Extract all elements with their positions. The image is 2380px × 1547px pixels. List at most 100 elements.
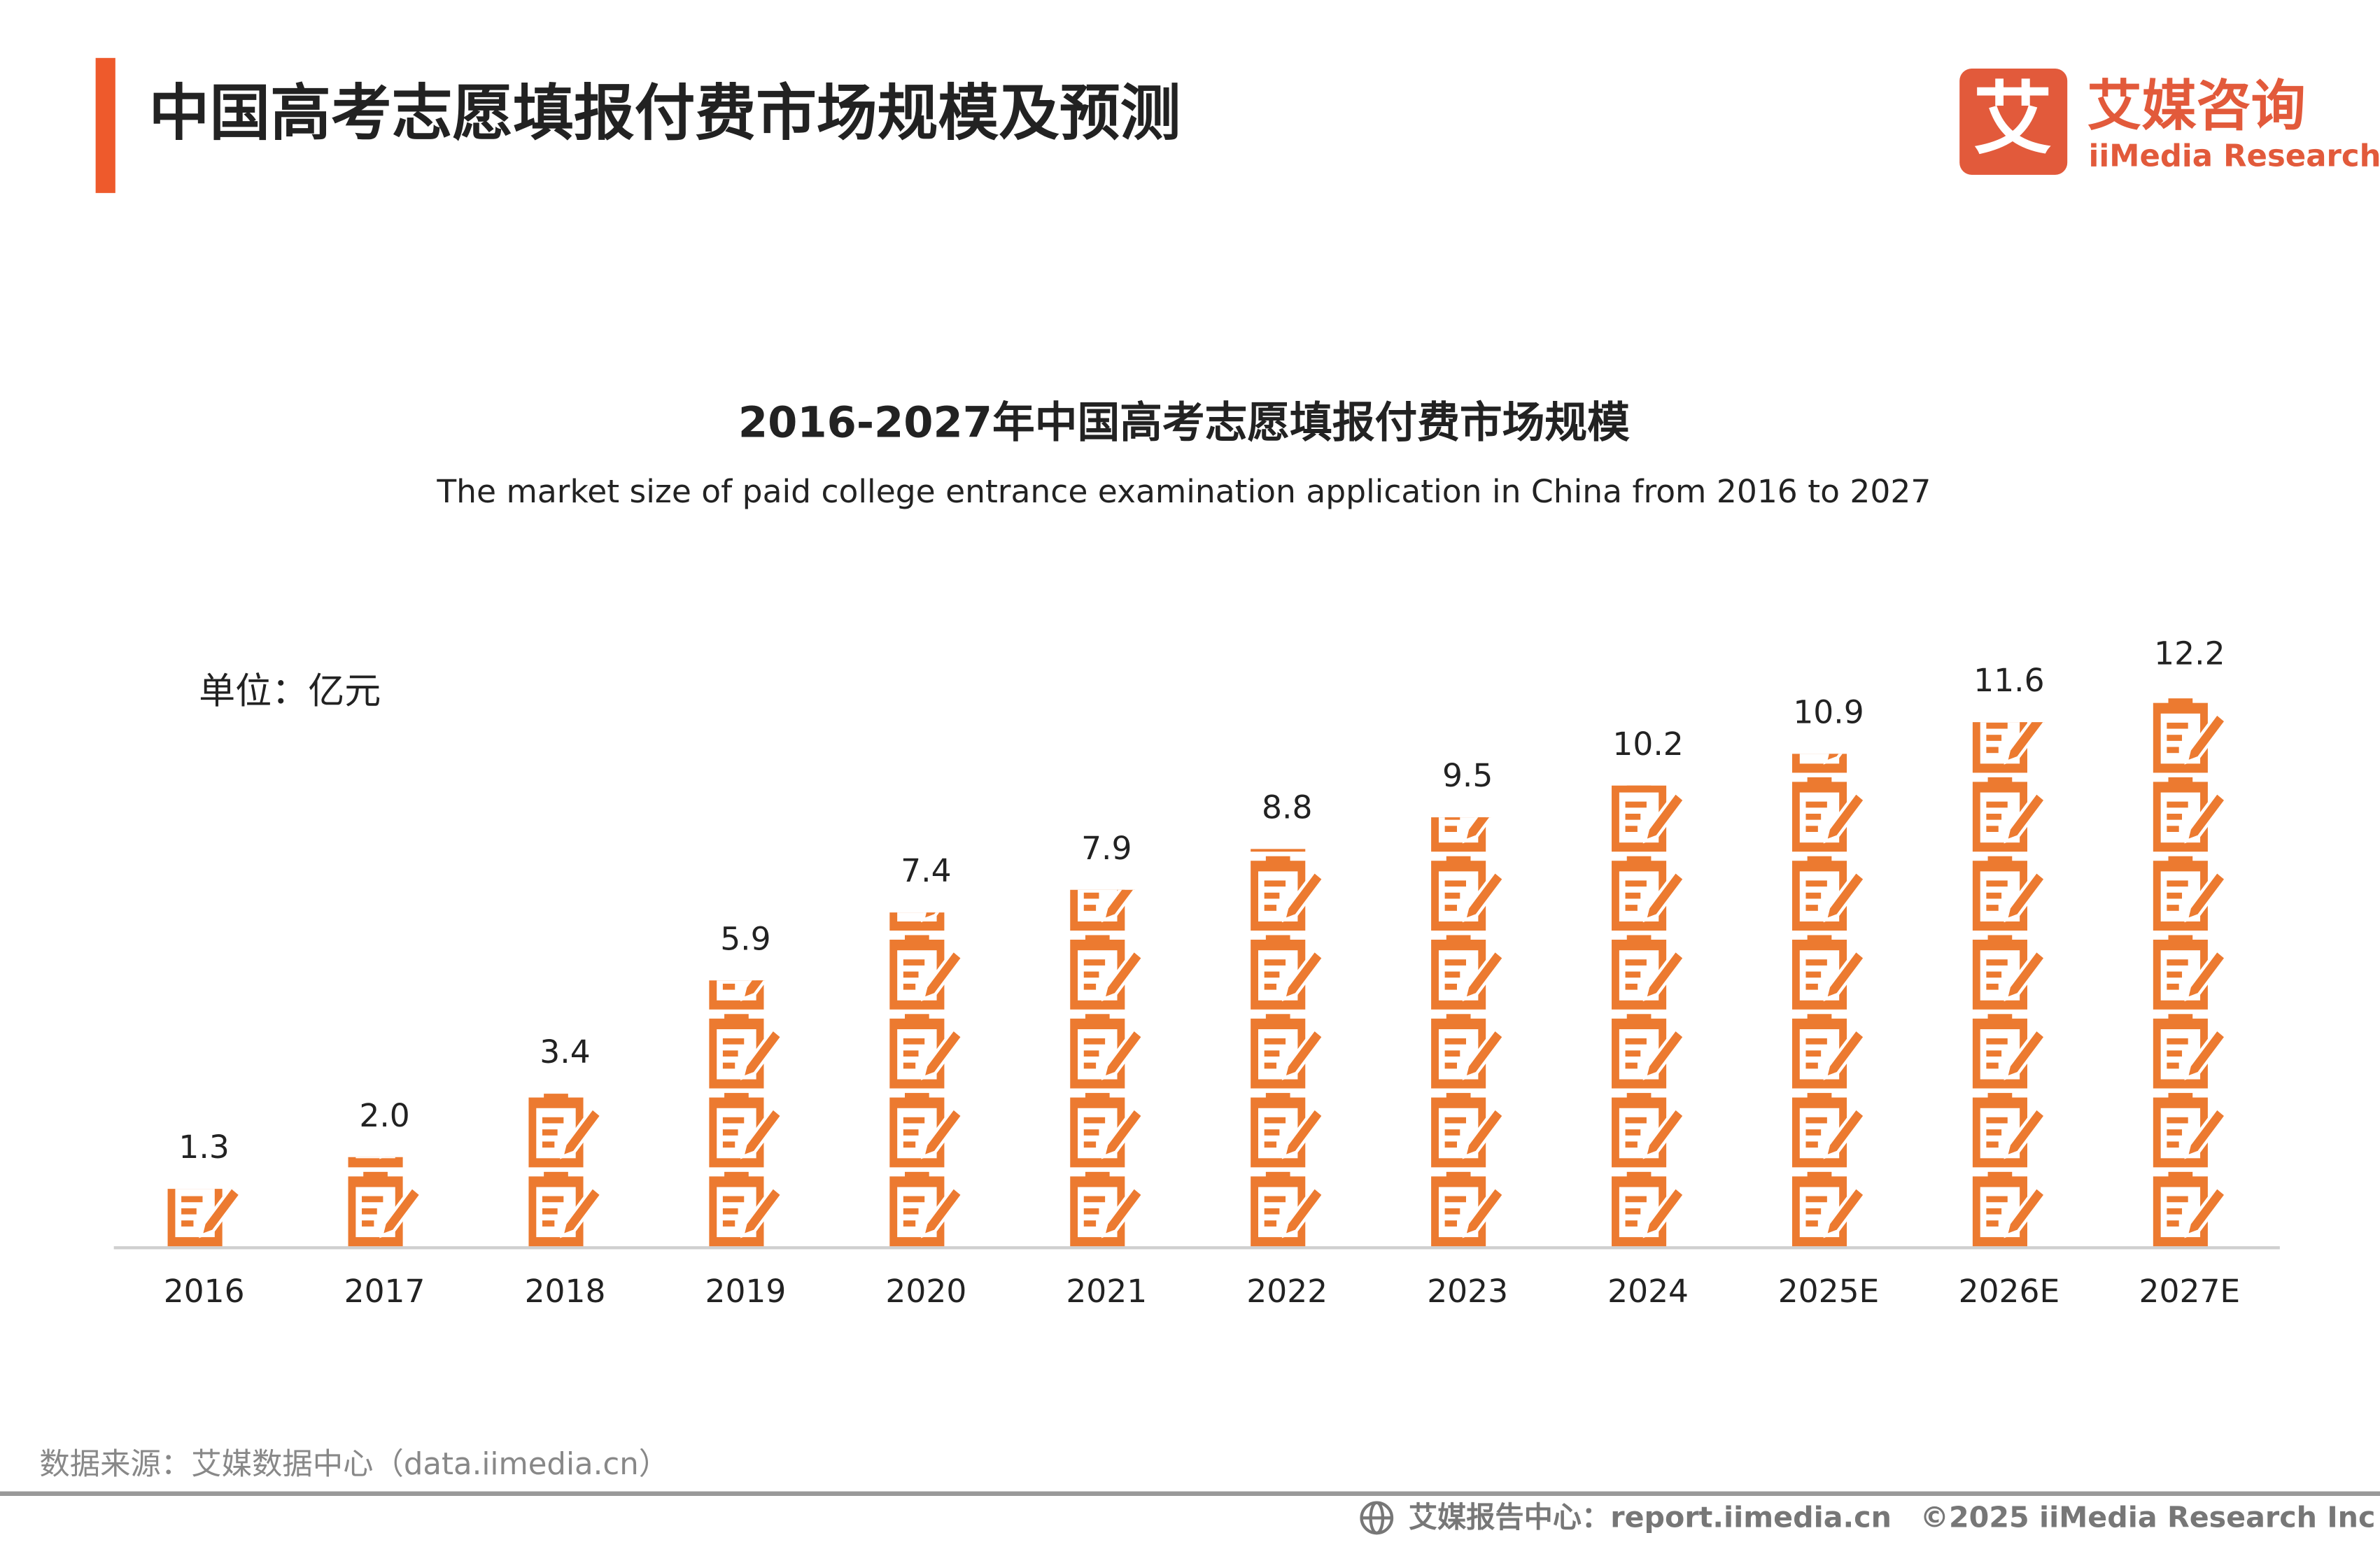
bar-icon	[528, 1093, 601, 1167]
x-tick-label: 2024	[1607, 1273, 1689, 1310]
bar-icon	[1251, 1172, 1323, 1246]
value-label: 9.5	[1442, 757, 1493, 794]
value-label: 7.9	[1081, 830, 1132, 867]
bar-icon	[1070, 935, 1143, 1009]
bar-icon	[1070, 1093, 1143, 1167]
bar	[168, 1172, 241, 1246]
chart-title: 2016-2027年中国高考志愿填报付费市场规模	[738, 398, 1630, 447]
report-site: 艾媒报告中心：report.iimedia.cn	[1409, 1501, 1892, 1534]
bar-icon	[1431, 856, 1504, 931]
bar-icon	[1251, 856, 1323, 931]
logo-cn: 艾媒咨询	[2087, 75, 2305, 138]
logo-box	[1959, 68, 2068, 175]
bar-icon	[1973, 1014, 2045, 1088]
logo-en: iiMedia Research	[2089, 139, 2380, 174]
bar-icon	[1792, 777, 1865, 852]
bar-icon	[1792, 1093, 1865, 1167]
x-tick-label: 2020	[885, 1273, 966, 1310]
bar-icon	[889, 935, 962, 1009]
bar-icon	[1792, 935, 1865, 1009]
bar-icon	[1070, 856, 1143, 931]
bar-icon	[1431, 1014, 1504, 1088]
x-tick-label: 2026E	[1959, 1273, 2060, 1310]
value-label: 10.9	[1793, 694, 1864, 731]
bar-icon	[1973, 1093, 2045, 1167]
bar-icon	[2153, 698, 2226, 772]
bar-icon	[2153, 1093, 2226, 1167]
value-label: 1.3	[178, 1129, 229, 1166]
x-tick-label: 2017	[344, 1273, 425, 1310]
bar	[1431, 777, 1504, 1246]
bar-icon	[1431, 1093, 1504, 1167]
x-tick-label: 2023	[1427, 1273, 1508, 1310]
bar	[1251, 777, 1323, 1246]
bar-icon	[1973, 1172, 2045, 1246]
bar-icon	[1792, 1014, 1865, 1088]
page-title: 中国高考志愿填报付费市场规模及预测	[149, 78, 1181, 148]
value-label: 10.2	[1612, 726, 1683, 763]
unit-label: 单位：亿元	[199, 671, 381, 713]
bar-icon	[1792, 1172, 1865, 1246]
x-tick-label: 2021	[1066, 1273, 1147, 1310]
logo-mark: 艾	[1973, 73, 2052, 165]
bar-icon	[2153, 777, 2226, 852]
bar-icon	[1612, 777, 1684, 852]
title-accent	[95, 57, 115, 193]
bar-icon	[348, 1172, 421, 1246]
source: 数据来源：艾媒数据中心（data.iimedia.cn）	[39, 1447, 669, 1482]
bar-icon	[1973, 698, 2045, 772]
bar-icon	[709, 1014, 782, 1088]
bar-icon	[1431, 935, 1504, 1009]
bar-icon	[1612, 935, 1684, 1009]
bar	[1612, 777, 1684, 1246]
bar-icon	[528, 1172, 601, 1246]
bar-icon	[1973, 935, 2045, 1009]
chart-subtitle: The market size of paid college entrance…	[436, 473, 1931, 510]
value-label: 3.4	[540, 1033, 590, 1071]
bar	[1973, 698, 2045, 1246]
bar-icon	[1251, 1014, 1323, 1088]
bar-icon	[1070, 1172, 1143, 1246]
value-label: 8.8	[1262, 789, 1312, 826]
bar	[1070, 856, 1143, 1246]
bar	[709, 935, 782, 1246]
value-label: 7.4	[901, 852, 951, 889]
bar-icon	[2153, 1172, 2226, 1246]
bar-icon	[168, 1172, 241, 1246]
bar-icon	[2153, 856, 2226, 931]
x-tick-label: 2022	[1246, 1273, 1328, 1310]
bar-icon	[1431, 1172, 1504, 1246]
x-tick-label: 2027E	[2139, 1273, 2241, 1310]
x-tick-label: 2018	[525, 1273, 606, 1310]
x-tick-label: 2016	[164, 1273, 245, 1310]
bar-icon	[1792, 856, 1865, 931]
globe-icon	[1360, 1501, 1394, 1535]
bar-icon	[709, 1172, 782, 1246]
bar-icon	[1070, 1014, 1143, 1088]
x-tick-label: 2019	[705, 1273, 786, 1310]
bar-icon	[1251, 1093, 1323, 1167]
x-tick-label: 2025E	[1778, 1273, 1880, 1310]
value-label: 5.9	[720, 920, 770, 957]
bar-icon	[1973, 856, 2045, 931]
bar-icon	[1973, 777, 2045, 852]
bar-icon	[889, 1093, 962, 1167]
bar-icon	[1612, 1172, 1684, 1246]
bar-icon	[1612, 1093, 1684, 1167]
bar-icon	[1251, 935, 1323, 1009]
copyright: ©2025 iiMedia Research Inc	[1920, 1501, 2376, 1534]
value-label: 12.2	[2154, 635, 2225, 672]
bar	[1792, 698, 1865, 1246]
bar-icon	[1612, 1014, 1684, 1088]
bar-icon	[709, 1093, 782, 1167]
value-label: 11.6	[1973, 662, 2044, 699]
bar-icon	[2153, 1014, 2226, 1088]
bar-icon	[1612, 856, 1684, 931]
bar-icon	[2153, 935, 2226, 1009]
bar	[889, 856, 962, 1246]
bar-icon	[889, 1172, 962, 1246]
bar	[2153, 619, 2226, 1246]
value-label: 2.0	[359, 1097, 409, 1134]
bar	[528, 1093, 601, 1246]
